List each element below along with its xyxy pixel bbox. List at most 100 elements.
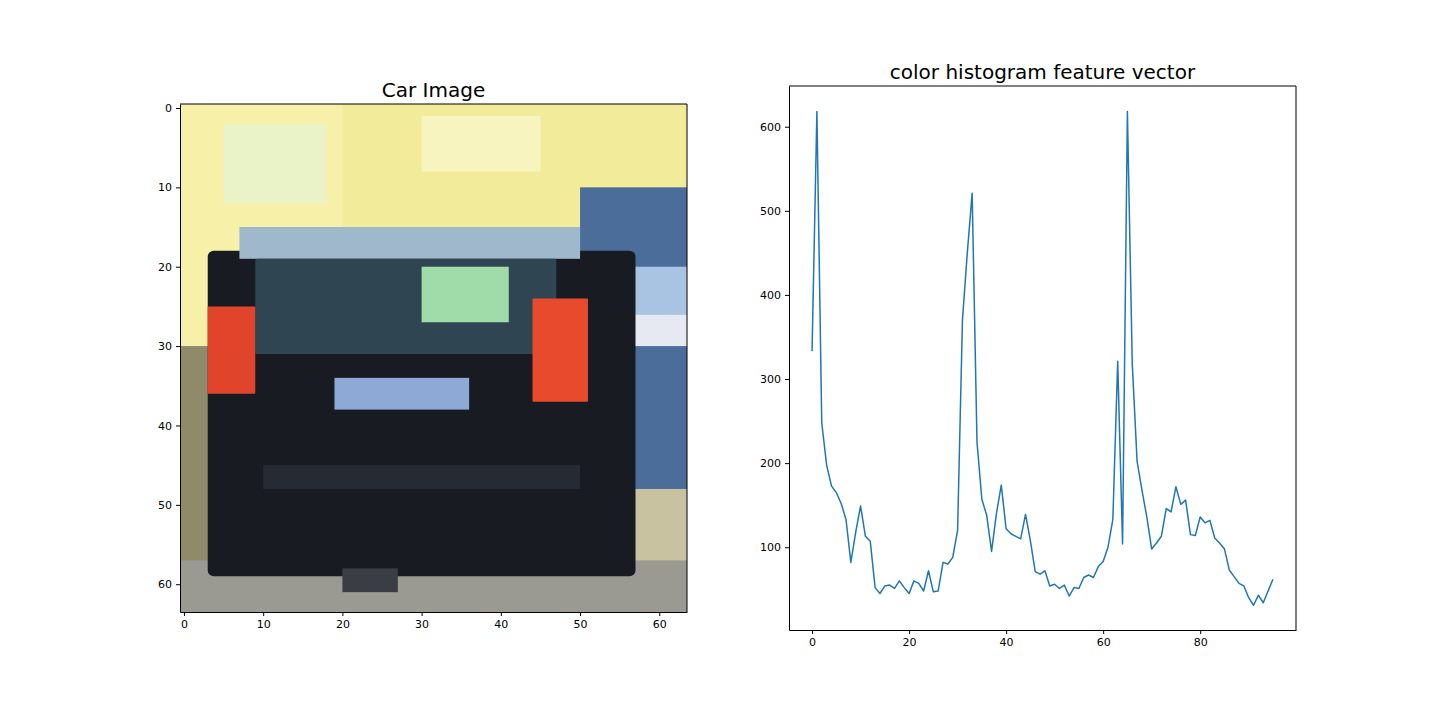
x-tick-mark (909, 630, 910, 634)
x-tick-mark (1006, 630, 1007, 634)
rear-window (255, 259, 556, 354)
x-tick: 20 (903, 630, 917, 649)
image-background (180, 104, 687, 612)
y-tick-mark (176, 505, 180, 506)
y-tick-mark (176, 267, 180, 268)
chart-title: color histogram feature vector (890, 60, 1196, 84)
y-tick: 0 (165, 102, 180, 115)
y-tick: 40 (158, 419, 180, 432)
x-axis: 0 20 40 60 80 (790, 630, 1297, 649)
y-tick-mark (176, 346, 180, 347)
x-axis-line (181, 612, 688, 613)
y-axis-line (789, 87, 790, 631)
x-tick-mark (1103, 630, 1104, 634)
y-tick-label: 30 (158, 340, 172, 353)
panel: 0 20 40 60 80 100 200 300 400 500 600 color histogr… (760, 60, 1297, 649)
y-tick-mark (785, 379, 789, 380)
y-tick-label: 60 (158, 578, 172, 591)
x-tick: 20 (336, 612, 350, 631)
y-tick-label: 10 (158, 181, 172, 194)
x-tick-label: 80 (1194, 636, 1208, 649)
y-tick: 100 (760, 541, 789, 554)
chart-title: Car Image (382, 78, 485, 102)
x-tick: 80 (1194, 630, 1208, 649)
y-tick-mark (785, 547, 789, 548)
y-tick: 50 (158, 499, 180, 512)
taillight-left (208, 306, 256, 393)
license-plate (334, 378, 469, 410)
figure: 01020304050600102030405060Car Image02040… (0, 0, 1440, 720)
x-tick-mark (422, 612, 423, 616)
y-tick-label: 600 (760, 121, 781, 134)
x-tick-mark (263, 612, 264, 616)
y-tick-label: 300 (760, 373, 781, 386)
x-tick: 60 (653, 612, 667, 631)
x-tick-label: 40 (494, 618, 508, 631)
x-tick-mark (501, 612, 502, 616)
y-tick: 20 (158, 261, 180, 274)
x-tick-mark (659, 612, 660, 616)
y-axis-line (180, 105, 181, 613)
x-tick-label: 60 (1097, 636, 1111, 649)
x-tick: 0 (809, 630, 816, 649)
x-tick-label: 0 (809, 636, 816, 649)
histogram-line (812, 112, 1273, 606)
x-tick: 40 (1000, 630, 1014, 649)
y-tick: 60 (158, 578, 180, 591)
bumper-line (263, 465, 580, 489)
y-tick-mark (176, 187, 180, 188)
foliage-light (422, 116, 541, 172)
foliage-light (224, 124, 327, 203)
background (0, 0, 1440, 720)
y-tick-label: 20 (158, 261, 172, 274)
panel: 0 10 20 30 40 50 60 0 10 20 30 40 50 60 Car Image (158, 78, 688, 631)
taillight-right (533, 298, 588, 401)
y-tick-mark (785, 211, 789, 212)
frame-top (789, 86, 1296, 87)
y-axis: 100 200 300 400 500 600 (760, 87, 790, 631)
y-tick-label: 100 (760, 541, 781, 554)
y-tick: 200 (760, 457, 789, 470)
y-tick: 30 (158, 340, 180, 353)
x-tick-label: 40 (1000, 636, 1014, 649)
window-reflection (422, 267, 509, 323)
x-tick: 50 (574, 612, 588, 631)
x-tick: 10 (257, 612, 271, 631)
car-right-detail (628, 314, 687, 346)
y-tick-mark (176, 584, 180, 585)
y-tick-label: 400 (760, 289, 781, 302)
y-tick-label: 0 (165, 102, 172, 115)
y-tick-mark (785, 127, 789, 128)
x-tick-label: 20 (336, 618, 350, 631)
x-tick-mark (184, 612, 185, 616)
car-body (208, 251, 636, 576)
x-tick-label: 20 (903, 636, 917, 649)
y-tick: 500 (760, 205, 789, 218)
y-tick: 300 (760, 373, 789, 386)
x-tick-mark (812, 630, 813, 634)
x-axis-line (790, 630, 1297, 631)
plot-area (812, 112, 1273, 606)
y-tick: 400 (760, 289, 789, 302)
shadow (342, 568, 397, 592)
y-tick-mark (785, 295, 789, 296)
frame-right (687, 104, 688, 612)
x-tick-label: 50 (574, 618, 588, 631)
y-tick-label: 500 (760, 205, 781, 218)
x-tick: 30 (415, 612, 429, 631)
image-area (180, 104, 687, 612)
x-tick-label: 0 (181, 618, 188, 631)
frame-top (180, 104, 687, 105)
y-tick: 10 (158, 181, 180, 194)
x-tick: 0 (181, 612, 188, 631)
x-tick-mark (580, 612, 581, 616)
x-tick: 40 (494, 612, 508, 631)
x-axis: 0 10 20 30 40 50 60 (181, 612, 688, 631)
y-axis: 0 10 20 30 40 50 60 (158, 102, 181, 613)
y-tick-label: 40 (158, 419, 172, 432)
x-tick-label: 10 (257, 618, 271, 631)
frame-right (1296, 86, 1297, 630)
y-tick-mark (176, 425, 180, 426)
x-tick-mark (342, 612, 343, 616)
car-roof (239, 227, 580, 259)
